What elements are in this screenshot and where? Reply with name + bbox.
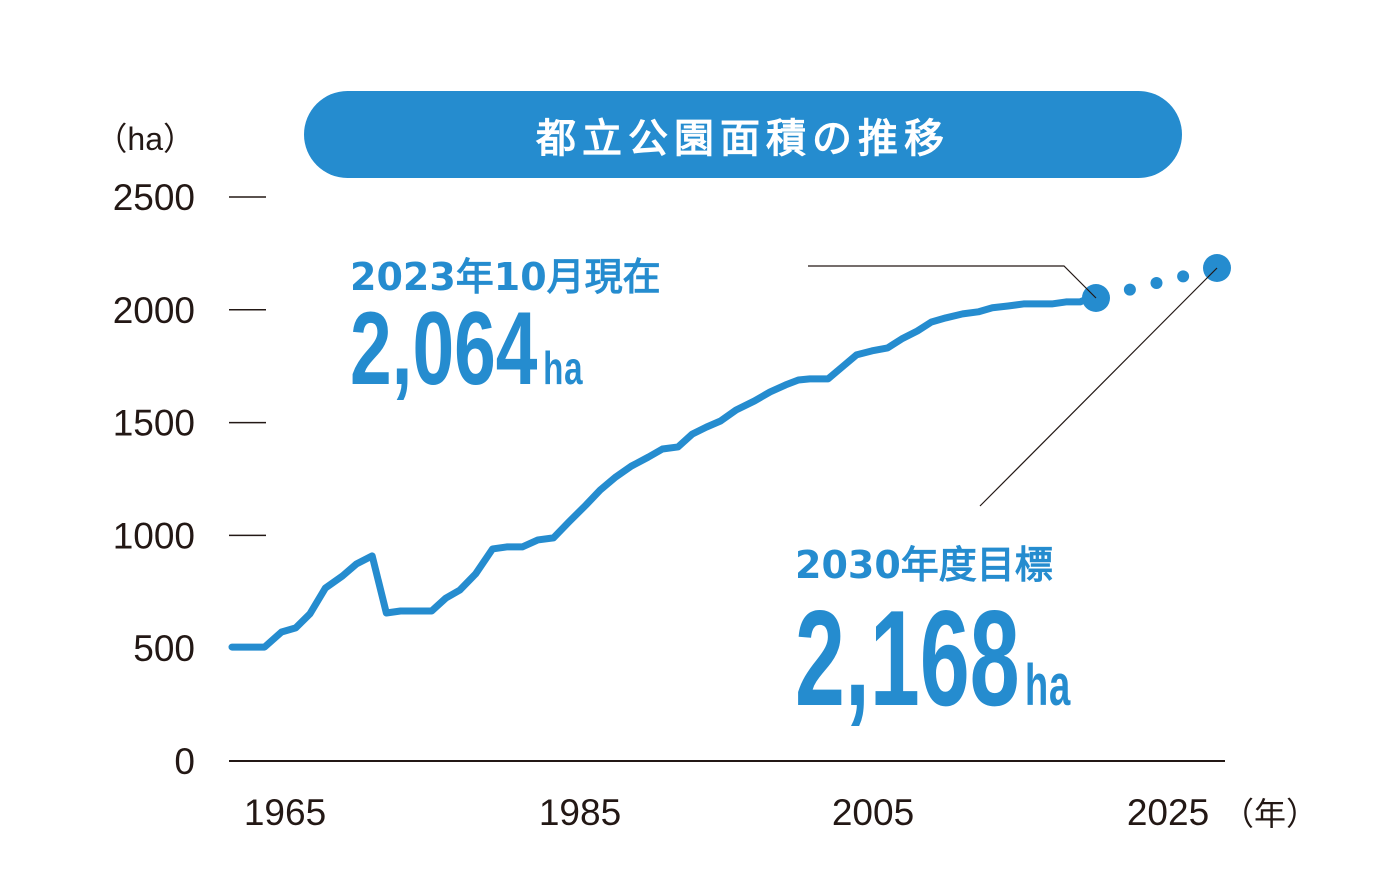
- y-tick-label: 1500: [113, 403, 195, 444]
- y-axis-label: （ha）: [95, 121, 195, 157]
- x-tick-label: 1965: [244, 792, 326, 833]
- target-unit: ha: [1024, 653, 1071, 718]
- current-annotation-value: 2,064 ha: [350, 290, 583, 409]
- y-tick-label: 500: [133, 628, 195, 669]
- x-tick-label: 2005: [832, 792, 914, 833]
- series-line: [228, 291, 1100, 651]
- chart-title: 都立公園面積の推移: [304, 91, 1182, 178]
- y-tick-label: 1000: [113, 515, 195, 556]
- projection-dot: [1123, 283, 1136, 296]
- target-annotation-heading: 2030年度目標: [795, 543, 1053, 587]
- projection-dot: [1177, 270, 1190, 283]
- target-annotation-value: 2,168ha: [795, 580, 1071, 736]
- x-tick-label: 2025: [1127, 792, 1209, 833]
- x-axis-label: （年）: [1222, 796, 1318, 832]
- current-value: 2,064: [350, 291, 538, 407]
- projection-dot: [1150, 277, 1163, 289]
- target-value: 2,168: [795, 582, 1020, 734]
- target-leader-line: [979, 267, 1218, 507]
- y-tick-label: 0: [174, 741, 195, 782]
- current-annotation-heading: 2023年10月現在: [350, 255, 661, 299]
- y-tick-label: 2500: [113, 177, 195, 218]
- current-leader-line: [808, 265, 1097, 299]
- x-tick-label: 1985: [539, 792, 621, 833]
- current-unit: ha: [543, 342, 584, 394]
- y-tick-label: 2000: [113, 290, 195, 331]
